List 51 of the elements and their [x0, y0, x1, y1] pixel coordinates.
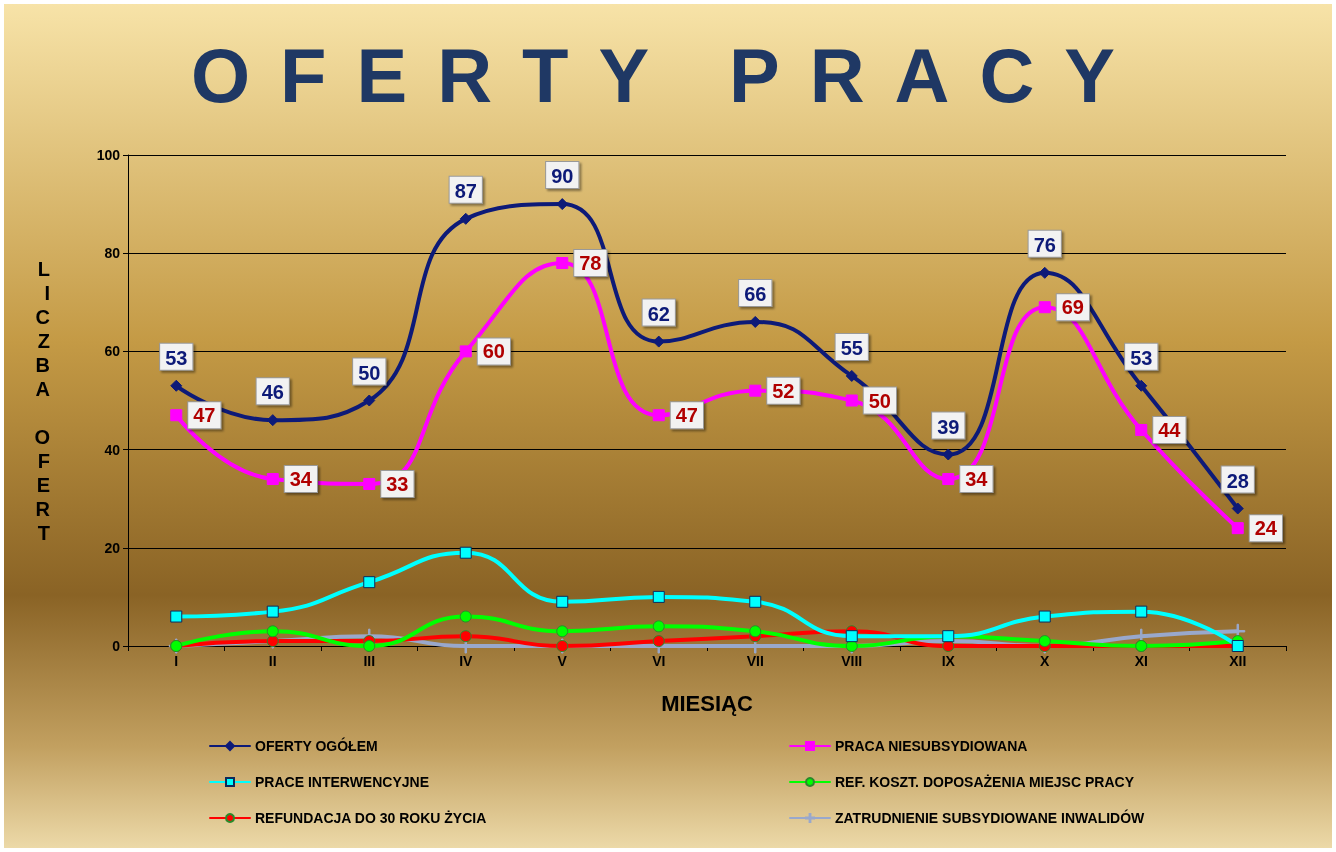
x-tick-label: XI: [1134, 653, 1148, 669]
data-label: 46: [261, 381, 284, 404]
x-tick-label: IX: [941, 653, 956, 669]
data-label: 50: [358, 361, 381, 384]
x-tick-label: VIII: [841, 653, 863, 669]
data-label: 53: [1130, 346, 1153, 369]
x-axis-title: MIESIĄC: [661, 690, 753, 716]
data-label: 62: [647, 302, 670, 325]
data-label: 33: [386, 472, 409, 495]
data-label: 90: [551, 165, 574, 188]
x-tick-label: XII: [1229, 653, 1247, 669]
y-tick-label: 0: [112, 638, 121, 654]
legend-label: REFUNDACJA DO 30 ROKU ŻYCIA: [255, 810, 487, 826]
data-label: 24: [1254, 517, 1278, 540]
data-label: 50: [868, 389, 891, 412]
data-label: 44: [1158, 418, 1182, 441]
data-label: 53: [165, 346, 188, 369]
legend-label: ZATRUDNIENIE SUBSYDIOWANE INWALIDÓW: [835, 809, 1146, 826]
data-label: 78: [579, 252, 602, 275]
data-label: 52: [772, 379, 795, 402]
x-tick-label: IV: [459, 653, 474, 669]
data-label: 76: [1033, 233, 1056, 256]
text: LICZBA OFERT: [34, 257, 50, 544]
data-label: 28: [1226, 469, 1249, 492]
data-label: 34: [965, 468, 989, 491]
x-tick-label: VII: [746, 653, 764, 669]
x-tick-label: II: [268, 653, 277, 669]
data-label: 87: [454, 179, 477, 202]
y-tick-label: 40: [104, 441, 121, 458]
data-label: 55: [840, 336, 863, 359]
legend-label: REF. KOSZT. DOPOSAŻENIA MIEJSC PRACY: [835, 774, 1135, 790]
data-label: 34: [289, 468, 313, 491]
y-tick-label: 60: [104, 343, 121, 360]
x-tick-label: V: [557, 653, 568, 669]
y-tick-label: 100: [96, 147, 121, 163]
data-label: 47: [193, 404, 216, 427]
legend-label: PRACA NIESUBSYDIOWANA: [835, 738, 1028, 754]
x-tick-label: III: [363, 653, 376, 669]
legend-label: OFERTY OGÓŁEM: [255, 737, 378, 754]
data-label: 60: [482, 340, 505, 363]
data-label: 66: [744, 282, 767, 305]
y-tick-label: 80: [104, 245, 121, 262]
x-tick-label: I: [174, 653, 179, 669]
chart-title: OFERTY PRACY: [190, 32, 1146, 119]
x-tick-label: VI: [652, 653, 666, 669]
data-label: 39: [937, 415, 960, 438]
data-label: 47: [675, 404, 698, 427]
y-tick-label: 20: [104, 539, 121, 556]
legend-label: PRACE INTERWENCYJNE: [255, 774, 429, 790]
data-label: 69: [1061, 296, 1084, 319]
x-tick-label: X: [1040, 653, 1051, 669]
